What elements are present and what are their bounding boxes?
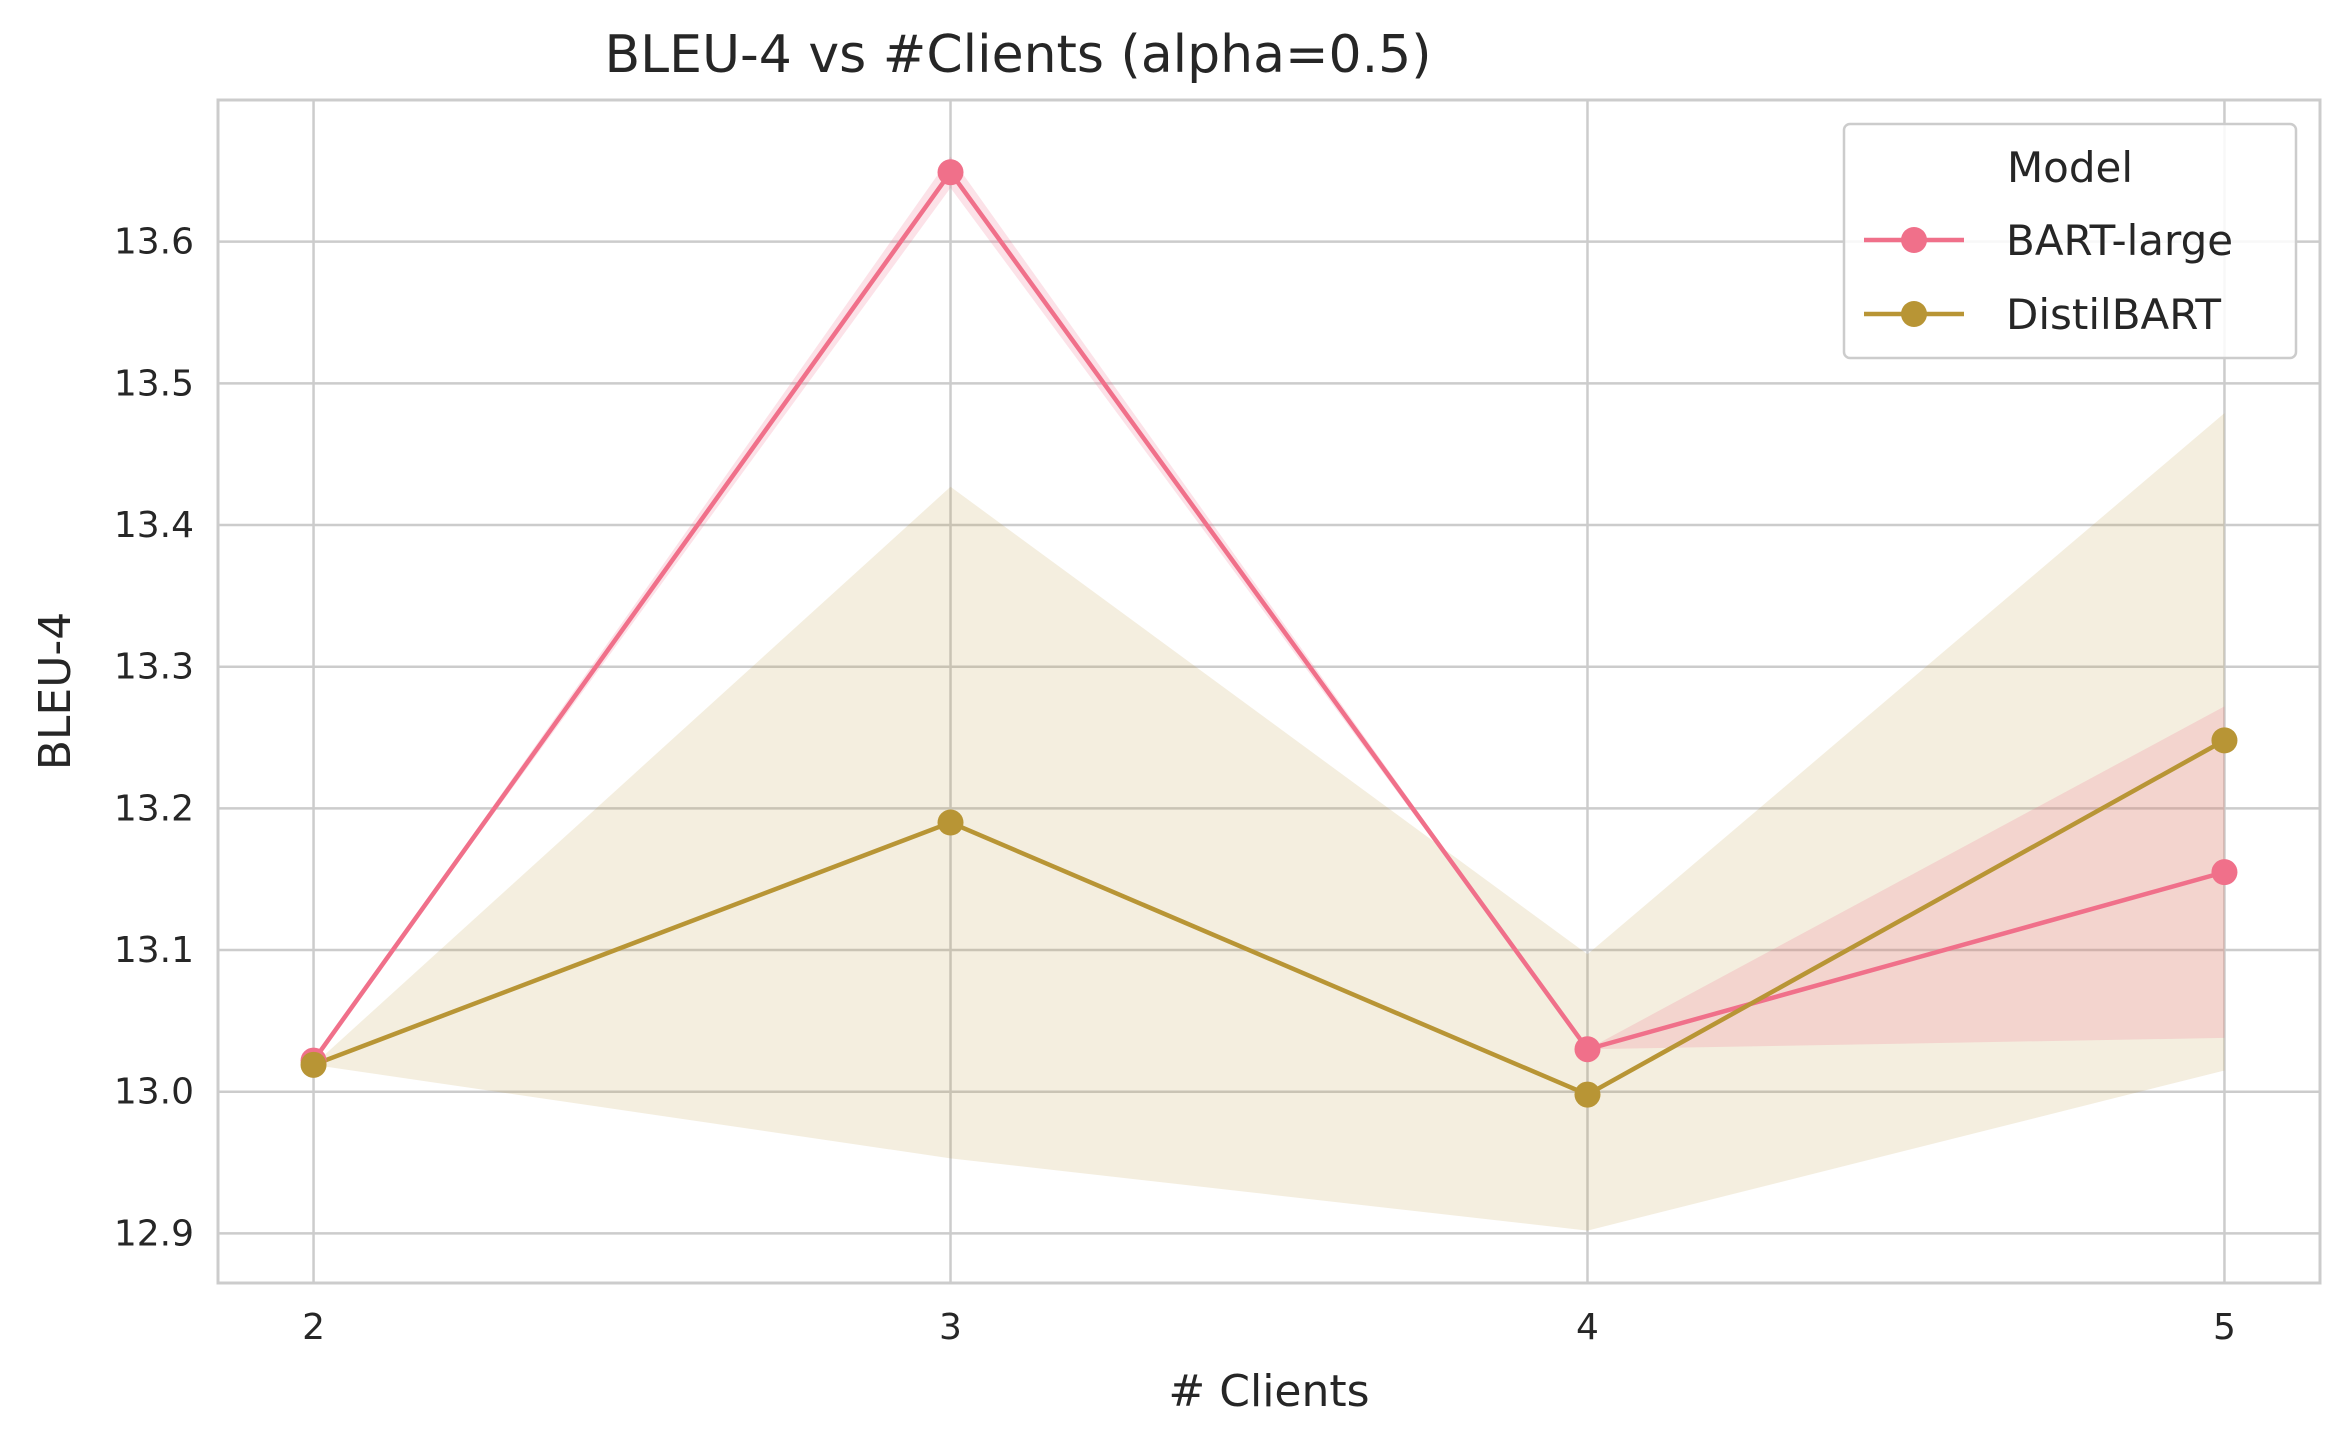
y-tick-label: 12.9 [114,1213,194,1254]
x-tick-labels: 2 3 4 5 [302,1307,2236,1348]
x-axis-label: # Clients [1168,1366,1369,1417]
plot-frame [216,98,2322,1285]
chart-title: BLEU-4 vs #Clients (alpha=0.5) [604,25,1431,85]
y-tick-label: 13.3 [114,647,194,688]
data-point [300,1051,327,1078]
legend-title: Model [2007,143,2133,192]
data-point [1574,1081,1601,1108]
x-tick-label: 2 [302,1307,325,1348]
data-point [1574,1036,1601,1063]
y-tick-label: 13.0 [114,1072,194,1113]
y-tick-labels: 12.9 13.0 13.1 13.2 13.3 13.4 13.5 13.6 [114,222,194,1255]
y-tick-label: 13.5 [114,363,194,404]
series-points [300,159,2238,1108]
y-tick-label: 13.2 [114,788,194,829]
grid-lines [218,100,2320,1283]
series-line [312,738,2226,1097]
y-tick-label: 13.6 [114,222,194,263]
legend-marker [1901,227,1927,253]
confidence-band [313,413,2225,1231]
x-tick-label: 5 [2213,1307,2236,1348]
data-point [2211,727,2238,754]
x-tick-label: 3 [939,1307,962,1348]
series-lines [311,170,2226,1097]
x-tick-label: 4 [1576,1307,1599,1348]
y-tick-label: 13.4 [114,505,194,546]
legend-label: DistilBART [2006,290,2221,339]
legend: Model BART-large DistilBART [1842,122,2298,360]
data-point [937,809,964,836]
legend-marker [1901,301,1927,327]
legend-label: BART-large [2006,216,2233,265]
data-point [2211,859,2238,886]
y-tick-label: 13.1 [114,930,194,971]
y-axis-label: BLEU-4 [30,612,81,771]
series-line [311,170,2226,1062]
data-point [937,159,964,186]
legend-box [1842,122,2298,360]
